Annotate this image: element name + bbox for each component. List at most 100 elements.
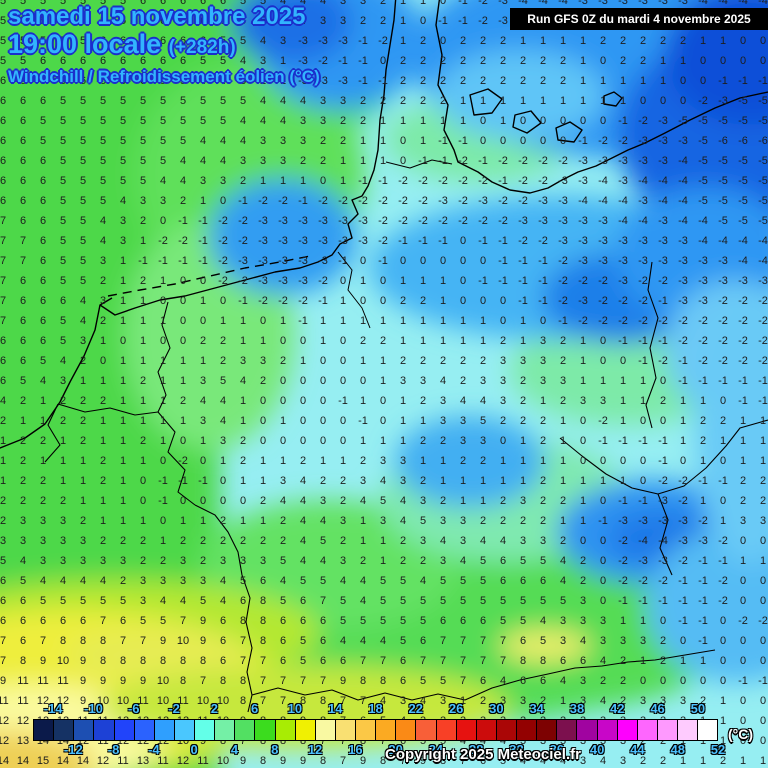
grid-value: 0: [759, 595, 767, 607]
grid-value: 7: [479, 655, 487, 667]
grid-value: 3: [99, 295, 107, 307]
grid-value: -1: [458, 135, 468, 147]
grid-value: 1: [719, 515, 727, 527]
grid-value: 5: [0, 55, 7, 67]
grid-value: 6: [39, 315, 47, 327]
grid-value: -2: [518, 195, 528, 207]
grid-value: 6: [19, 615, 27, 627]
grid-value: 1: [679, 655, 687, 667]
grid-value: -2: [558, 255, 568, 267]
grid-value: -5: [718, 195, 728, 207]
grid-value: 6: [59, 55, 67, 67]
grid-value: 4: [559, 555, 567, 567]
grid-value: 3: [499, 375, 507, 387]
grid-value: 8: [319, 755, 327, 767]
grid-value: 12: [0, 735, 10, 747]
grid-value: -5: [738, 215, 748, 227]
grid-value: 9: [79, 695, 87, 707]
run-info-bar: Run GFS 0Z du mardi 4 novembre 2025: [510, 8, 768, 30]
grid-value: 1: [559, 475, 567, 487]
grid-value: 11: [17, 675, 29, 687]
grid-value: -2: [478, 15, 488, 27]
grid-value: 5: [239, 0, 247, 7]
grid-value: -1: [358, 175, 368, 187]
grid-value: -3: [258, 215, 268, 227]
grid-value: 14: [76, 755, 90, 767]
grid-value: -5: [738, 155, 748, 167]
grid-value: -4: [638, 215, 648, 227]
grid-value: -2: [638, 315, 648, 327]
grid-value: 6: [39, 335, 47, 347]
grid-value: 1: [479, 95, 487, 107]
grid-value: 14: [56, 755, 70, 767]
grid-value: 6: [319, 635, 327, 647]
grid-value: -1: [438, 15, 448, 27]
grid-value: 6: [319, 655, 327, 667]
grid-value: 3: [79, 555, 87, 567]
grid-value: 6: [439, 615, 447, 627]
grid-value: 5: [59, 335, 67, 347]
grid-value: 4: [519, 755, 527, 767]
grid-value: 3: [419, 375, 427, 387]
grid-value: 4: [179, 155, 187, 167]
grid-value: -1: [478, 155, 488, 167]
grid-value: 1: [739, 435, 747, 447]
grid-value: 5: [99, 115, 107, 127]
grid-value: 2: [439, 495, 447, 507]
grid-value: -2: [698, 355, 708, 367]
colorbar-cell: [334, 720, 355, 740]
grid-value: 0: [299, 435, 307, 447]
grid-value: 4: [599, 755, 607, 767]
grid-value: 6: [499, 575, 507, 587]
unit-label: (°C): [728, 726, 754, 742]
grid-value: -2: [478, 175, 488, 187]
grid-value: 1: [399, 435, 407, 447]
grid-value: 5: [159, 155, 167, 167]
grid-value: 0: [159, 455, 167, 467]
grid-value: 0: [499, 295, 507, 307]
grid-value: -2: [638, 115, 648, 127]
grid-value: 1: [399, 415, 407, 427]
grid-value: 4: [219, 575, 227, 587]
grid-value: 3: [539, 355, 547, 367]
grid-value: 3: [279, 155, 287, 167]
grid-value: 12: [16, 715, 30, 727]
colorbar-cell: [435, 720, 456, 740]
grid-value: 1: [759, 435, 767, 447]
grid-value: 5: [419, 675, 427, 687]
grid-value: 2: [539, 695, 547, 707]
grid-value: 8: [519, 655, 527, 667]
grid-value: 6: [159, 0, 167, 7]
grid-value: -3: [658, 555, 668, 567]
grid-value: 1: [619, 395, 627, 407]
grid-value: 5: [279, 595, 287, 607]
grid-value: -4: [618, 215, 628, 227]
grid-value: 7: [0, 295, 7, 307]
grid-value: -1: [498, 235, 508, 247]
grid-value: 6: [299, 595, 307, 607]
grid-value: 5: [199, 95, 207, 107]
grid-value: -2: [378, 235, 388, 247]
grid-value: 0: [219, 295, 227, 307]
grid-value: -3: [298, 255, 308, 267]
grid-value: 3: [259, 155, 267, 167]
grid-value: 2: [399, 535, 407, 547]
grid-value: 7: [499, 655, 507, 667]
grid-value: 2: [59, 395, 67, 407]
grid-value: 2: [379, 15, 387, 27]
grid-value: 6: [99, 75, 107, 87]
grid-value: -2: [678, 475, 688, 487]
grid-value: 4: [279, 95, 287, 107]
grid-value: -3: [638, 555, 648, 567]
grid-value: 5: [479, 415, 487, 427]
grid-value: -4: [678, 215, 688, 227]
grid-value: -3: [678, 275, 688, 287]
grid-value: 6: [559, 655, 567, 667]
grid-value: 4: [399, 495, 407, 507]
grid-value: 0: [339, 435, 347, 447]
grid-value: 6: [519, 575, 527, 587]
grid-value: 5: [99, 595, 107, 607]
grid-value: 1: [439, 455, 447, 467]
grid-value: 5: [119, 595, 127, 607]
grid-value: -2: [458, 155, 468, 167]
